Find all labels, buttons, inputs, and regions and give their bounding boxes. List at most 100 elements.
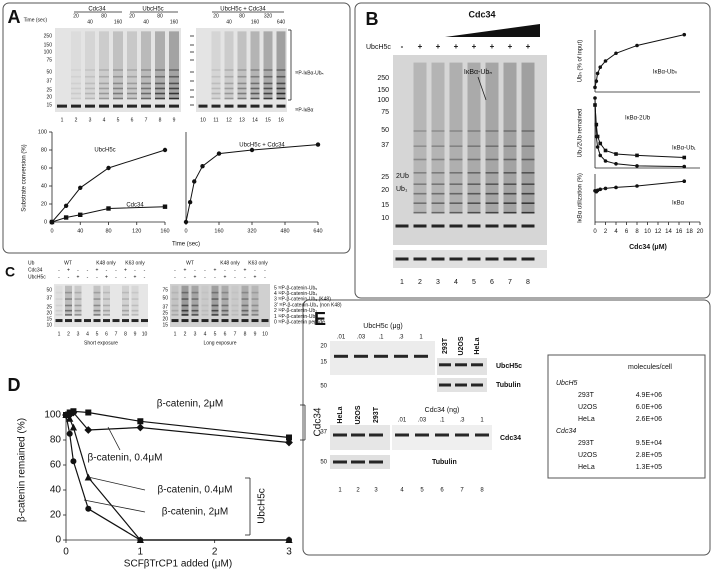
label: 37: [162, 304, 168, 310]
label: 50: [162, 295, 168, 301]
label: 160: [251, 19, 260, 25]
gel-band: [485, 158, 499, 161]
gel-smear: [263, 31, 273, 99]
series-label: Cdc34: [126, 203, 144, 209]
gel-band: [250, 92, 260, 95]
series-label: β-catenin, 0.4μM: [158, 485, 233, 496]
gel-band: [485, 183, 499, 185]
label: K63 only: [248, 260, 268, 266]
gel-smear: [237, 31, 247, 99]
marker: [598, 153, 603, 158]
panel-letter: C: [5, 264, 15, 280]
label: Cdc34: [313, 407, 324, 436]
label: 293T: [578, 392, 595, 399]
label: +: [454, 42, 459, 51]
label: +: [194, 274, 197, 280]
gel-band: [521, 257, 535, 261]
gel-band: [435, 433, 449, 437]
gel-band: [449, 224, 463, 228]
label: HeLa: [474, 337, 481, 354]
label: 80: [157, 13, 163, 19]
label: -: [264, 274, 266, 280]
label: IκBα utilization (%): [578, 173, 584, 223]
marker: [137, 418, 144, 425]
gel-band: [85, 97, 95, 100]
gel-band: [251, 319, 259, 323]
gel-band: [113, 104, 123, 108]
gel-band: [99, 69, 109, 71]
label: ³²P-IκBα: [295, 107, 314, 113]
marker: [682, 179, 687, 183]
marker: [106, 206, 111, 211]
lane-number: 10: [200, 117, 206, 123]
label: -: [244, 274, 246, 280]
gel-band: [131, 304, 139, 307]
lane-number: 9: [254, 331, 257, 337]
gel-band: [413, 257, 427, 261]
marker: [635, 153, 639, 158]
gel-band: [211, 304, 219, 307]
marker: [614, 152, 618, 156]
label: molecules/cell: [628, 364, 672, 371]
marker: [137, 537, 144, 543]
gel-band: [263, 82, 273, 85]
lane-number: 6: [440, 488, 444, 494]
gel-band: [395, 433, 409, 437]
gel-band: [431, 224, 445, 228]
gel-band: [65, 304, 72, 307]
label: -: [204, 274, 206, 280]
gel-band: [413, 130, 427, 132]
lane-number: 12: [226, 117, 232, 123]
label: 80: [239, 13, 245, 19]
label: .1: [378, 335, 384, 341]
gel-band: [503, 192, 517, 195]
panel-letter: B: [366, 9, 379, 29]
series-label: IκBα: [672, 201, 685, 207]
gel-band: [141, 87, 151, 90]
gel-band: [521, 158, 535, 161]
gel-band: [65, 319, 72, 323]
lane-number: 2: [418, 279, 422, 286]
label: UbcH5c + Cdc34: [220, 7, 266, 13]
gel-smear: [169, 31, 179, 99]
gel-band: [241, 314, 249, 316]
label: UbcH5c: [366, 44, 391, 51]
gel-band: [211, 75, 221, 78]
gel-band: [351, 433, 365, 437]
label-leader: [477, 76, 487, 101]
label: U2OS: [578, 452, 597, 459]
label: 4 ³²P-β-catenin-Ub₄: [274, 291, 317, 297]
series-line: [185, 144, 319, 223]
gel-band: [467, 257, 481, 261]
label: 160: [114, 19, 123, 25]
lane-number: 4: [204, 331, 207, 337]
gel-band: [449, 183, 463, 185]
label: 150: [377, 87, 389, 94]
gel-band: [211, 104, 221, 108]
gel-band: [113, 69, 123, 71]
label: .01: [337, 335, 346, 341]
label: +: [472, 42, 477, 51]
label: -: [234, 267, 236, 273]
panel-e-frame: [302, 299, 711, 556]
label: -: [68, 274, 70, 280]
gel-band: [503, 172, 517, 174]
y-tick-label: 20: [41, 201, 47, 207]
label: Tubulin: [432, 459, 457, 466]
gel-band: [113, 75, 123, 78]
gel-band: [395, 224, 409, 228]
label: Ub₁: [396, 186, 408, 193]
gel-band: [155, 87, 165, 90]
gel-band: [141, 104, 151, 108]
label: 75: [381, 109, 389, 116]
gel-band: [99, 97, 109, 100]
y-tick-label: 0: [44, 219, 47, 225]
gel-band: [449, 192, 463, 195]
marker: [286, 537, 292, 543]
lane-number: 9: [134, 331, 137, 337]
label: .1: [439, 418, 445, 424]
label: -: [96, 274, 98, 280]
gel-smear: [99, 31, 109, 99]
gel-band: [122, 304, 129, 307]
gel-band: [251, 298, 259, 300]
